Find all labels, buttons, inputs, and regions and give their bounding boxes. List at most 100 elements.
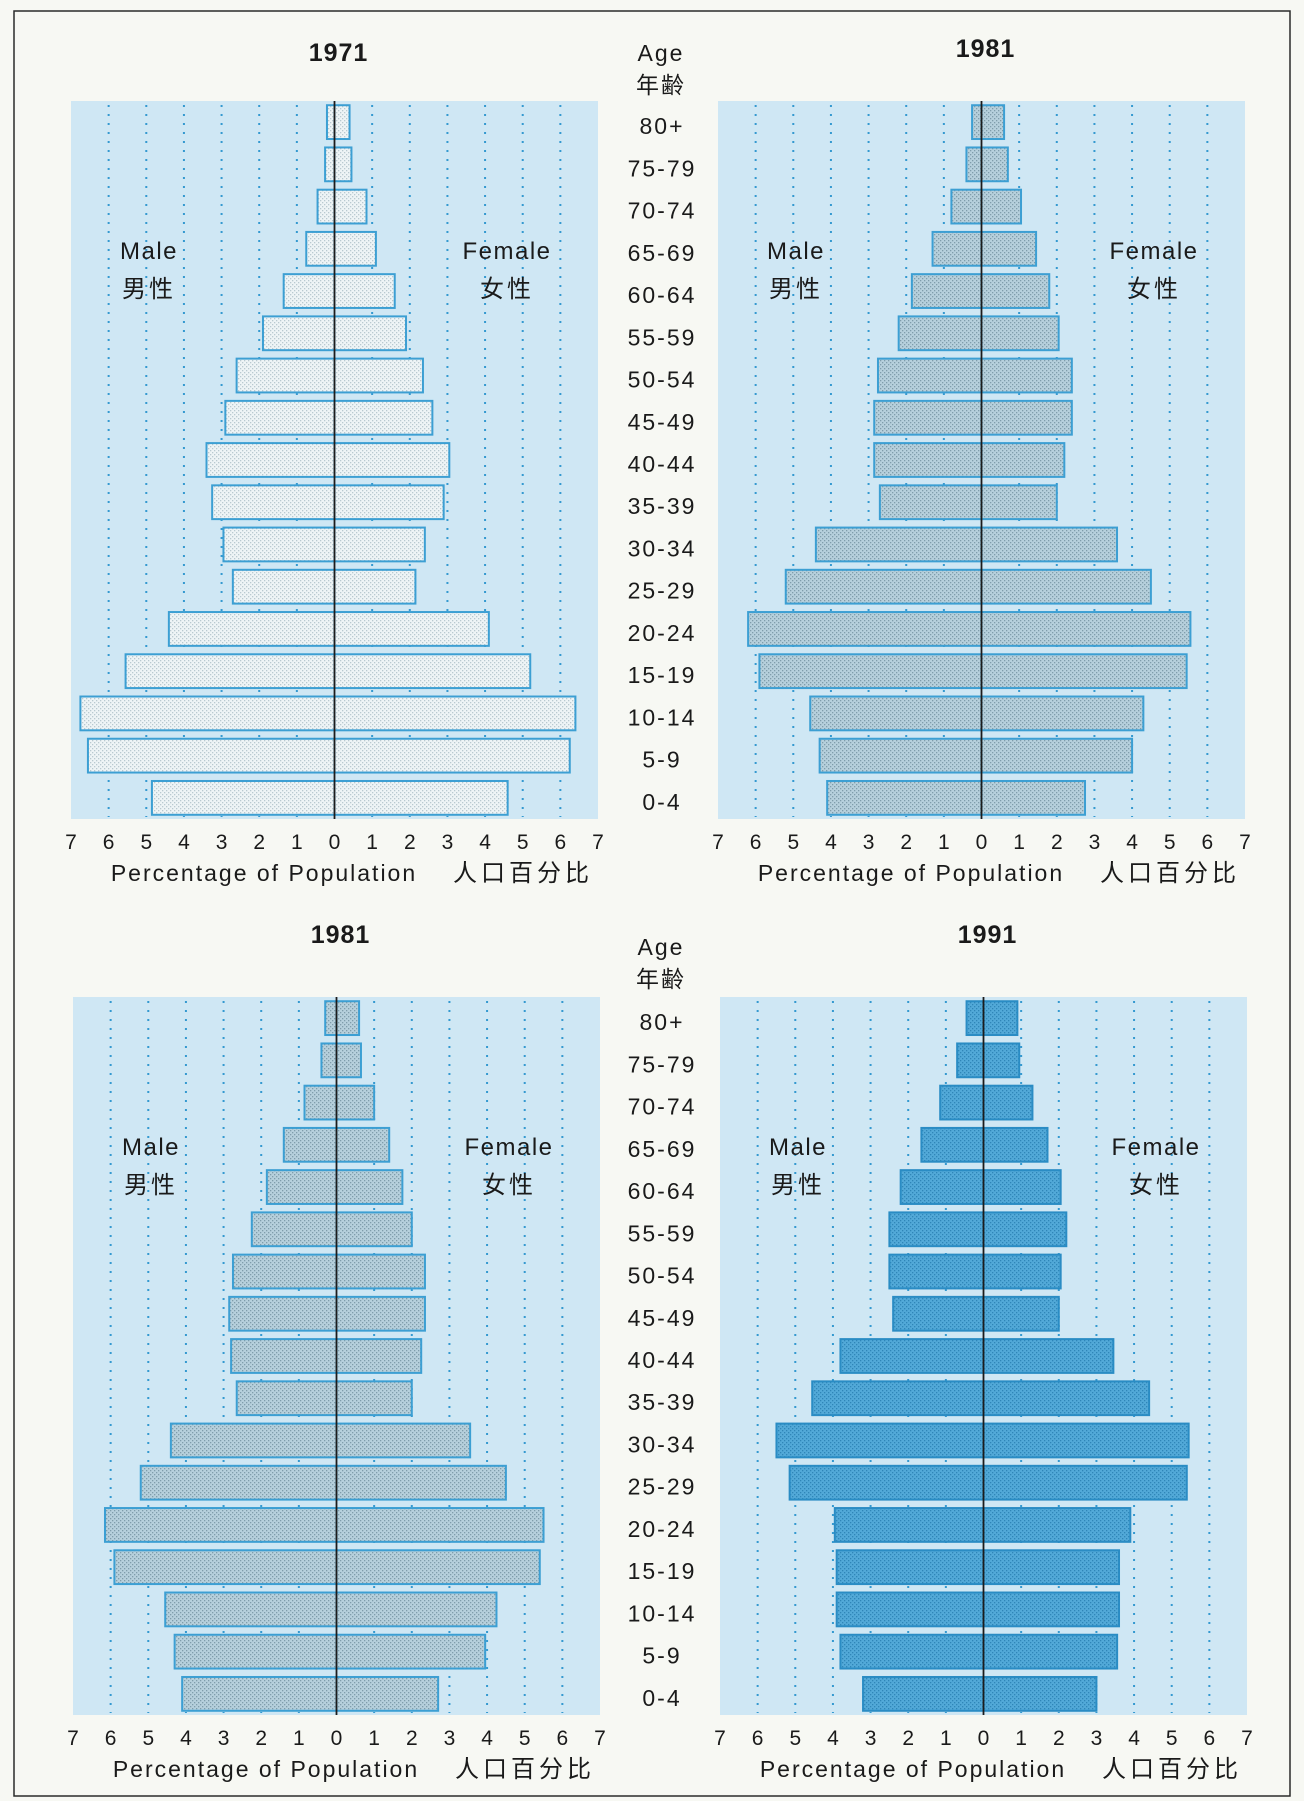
female-label: Female <box>1109 238 1198 265</box>
male-bar <box>324 146 336 183</box>
female-bar <box>980 273 1051 309</box>
male-bar <box>231 1253 338 1290</box>
x-tick-label: 0 <box>978 1727 990 1750</box>
age-group-label: 55-59 <box>628 1220 697 1246</box>
age-header: Age <box>638 40 685 66</box>
male-bar <box>86 737 336 774</box>
x-axis-label: Percentage of Population <box>113 1756 419 1782</box>
age-column-top: Age 年齢 80+ 75-79 70-74 65-69 60-64 55-59 50-54… <box>628 40 697 815</box>
female-bar <box>980 104 1006 141</box>
female-bar <box>982 1422 1190 1459</box>
x-tick-label: 7 <box>592 831 604 854</box>
x-tick-label: 6 <box>1204 1727 1216 1750</box>
male-bar <box>235 1380 338 1417</box>
x-tick-label: 6 <box>105 1727 117 1750</box>
male-bar <box>758 653 983 690</box>
female-bar <box>333 568 417 605</box>
age-group-label: 75-79 <box>628 155 697 181</box>
age-group-label: 60-64 <box>628 1178 697 1204</box>
x-tick-label: 1 <box>291 831 303 854</box>
male-bar <box>892 1295 985 1332</box>
male-bar <box>809 695 983 732</box>
age-group-label: 50-54 <box>628 1263 697 1289</box>
female-bar <box>333 737 571 774</box>
male-bar <box>931 230 983 267</box>
female-bar <box>333 104 351 141</box>
male-bar <box>303 1084 338 1121</box>
male-bar <box>862 1675 985 1712</box>
male-bar <box>167 611 336 647</box>
x-tick-label: 2 <box>1051 831 1063 854</box>
age-group-label: 70-74 <box>628 198 697 224</box>
age-group-label: 5-9 <box>642 747 681 773</box>
x-tick-label: 7 <box>714 1727 726 1750</box>
male-bar <box>788 1464 985 1501</box>
female-bar <box>333 188 368 225</box>
male-bar <box>888 1211 985 1248</box>
male-bar <box>839 1633 985 1670</box>
x-tick-label: 1 <box>366 831 378 854</box>
age-group-label: 80+ <box>639 1009 684 1035</box>
age-header-zh: 年齢 <box>636 72 686 98</box>
x-tick-label: 1 <box>1013 831 1025 854</box>
male-bar <box>920 1126 985 1163</box>
male-bar <box>282 1126 338 1163</box>
x-tick-label: 7 <box>67 1727 79 1750</box>
figure-frame <box>13 10 1291 1797</box>
male-bar <box>324 1000 338 1037</box>
x-tick-label: 4 <box>827 1727 839 1750</box>
x-tick-label: 3 <box>216 831 228 854</box>
male-bar <box>205 442 336 478</box>
age-group-label: 30-34 <box>628 1431 697 1457</box>
x-tick-label: 7 <box>1241 1727 1253 1750</box>
age-group-label: 80+ <box>639 113 684 139</box>
age-group-label: 65-69 <box>628 240 697 266</box>
male-bar <box>211 484 336 521</box>
age-group-label: 0-4 <box>642 1685 681 1711</box>
male-bar <box>826 779 983 816</box>
male-bar <box>320 1042 338 1079</box>
female-bar <box>333 315 408 352</box>
male-bar <box>814 526 983 563</box>
male-bar <box>222 526 336 563</box>
age-group-label: 50-54 <box>628 367 697 393</box>
male-bar <box>835 1591 985 1628</box>
female-bar <box>333 273 396 309</box>
age-group-label: 30-34 <box>628 535 697 561</box>
age-group-label: 55-59 <box>628 324 697 350</box>
female-bar <box>982 1675 1098 1712</box>
x-tick-label: 3 <box>1091 1727 1103 1750</box>
male-bar <box>169 1422 338 1459</box>
age-group-label: 35-39 <box>628 493 697 519</box>
x-tick-label: 2 <box>253 831 265 854</box>
x-axis-label: Percentage of Population <box>758 860 1064 886</box>
female-bar <box>335 1507 545 1543</box>
male-bar <box>261 315 336 352</box>
age-group-label: 25-29 <box>628 1474 697 1500</box>
x-tick-label: 5 <box>517 831 529 854</box>
male-bar <box>899 1169 985 1205</box>
male-bar <box>265 1169 338 1205</box>
female-bar <box>335 1675 440 1712</box>
x-tick-label: 2 <box>406 1727 418 1750</box>
age-group-label: 45-49 <box>628 409 697 435</box>
age-group-label: 5-9 <box>642 1643 681 1669</box>
female-label: Female <box>1111 1134 1200 1161</box>
male-bar <box>325 104 336 141</box>
female-bar <box>333 526 426 563</box>
x-tick-label: 2 <box>1053 1727 1065 1750</box>
female-bar <box>980 695 1145 732</box>
male-bar <box>139 1464 338 1501</box>
x-tick-label: 6 <box>750 831 762 854</box>
male-bar <box>939 1084 985 1121</box>
x-tick-label: 3 <box>218 1727 230 1750</box>
female-bar <box>980 357 1073 394</box>
female-bar <box>982 1084 1034 1121</box>
male-bar <box>173 1633 338 1670</box>
x-tick-label: 4 <box>1128 1727 1140 1750</box>
x-tick-label: 4 <box>1126 831 1138 854</box>
x-tick-label: 6 <box>752 1727 764 1750</box>
female-bar <box>982 1507 1132 1543</box>
age-group-label: 20-24 <box>628 620 697 646</box>
female-bar <box>980 611 1192 647</box>
